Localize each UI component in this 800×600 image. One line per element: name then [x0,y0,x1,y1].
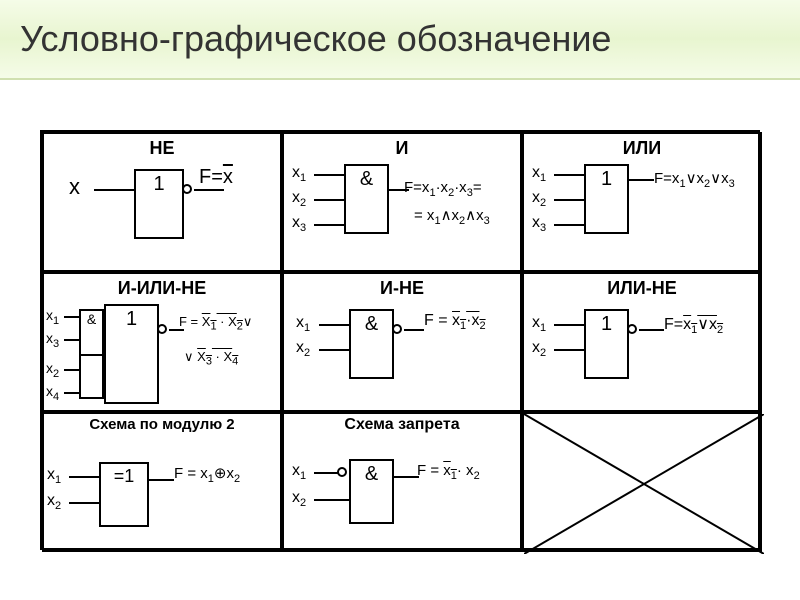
gate-symbol-aon-sub: & [87,311,96,327]
output-or: F=x1∨x2∨x3 [654,169,735,190]
input-and-3: x3 [292,214,306,234]
gate-aon: 1 [104,304,159,404]
gate-nor: 1 [584,309,629,379]
wire [314,224,344,226]
wire [69,476,99,478]
cell-title-inhibit: Схема запрета [342,416,462,434]
wire [554,349,584,351]
wire [554,199,584,201]
wire [314,472,339,474]
wire [554,174,584,176]
wire [554,224,584,226]
input-and-2: x2 [292,189,306,209]
wire [314,174,344,176]
wire [64,316,79,318]
inverter-circle [627,324,637,334]
cell-title-nor: ИЛИ-НЕ [607,278,677,299]
wire [629,179,654,181]
input-nand-2: x2 [296,339,310,359]
inverter-circle [182,184,192,194]
cell-nand: И-НЕ & x1 x2 F = x1·x2 [282,272,522,412]
input-aon-4: x4 [46,383,59,403]
wire [394,476,419,478]
cell-title-and: И [396,138,409,159]
cell-and: И & x1 x2 x3 F=x1·x2·x3= = x1∧x2∧x3 [282,132,522,272]
wire [319,324,349,326]
divider [79,354,104,356]
cell-xor: Схема по модулю 2 =1 x1 x2 F = x1⊕x2 [42,412,282,552]
wire [314,199,344,201]
gate-symbol-nand: & [365,313,378,336]
input-or-2: x2 [532,189,546,209]
gate-symbol-or: 1 [601,168,612,191]
cell-nor: ИЛИ-НЕ 1 x1 x2 F=x1∨x2 [522,272,762,412]
wire [319,349,349,351]
input-xor-1: x1 [47,466,61,486]
cell-title-nand: И-НЕ [380,278,424,299]
cell-title-not: НЕ [149,138,174,159]
input-aon-2: x3 [46,330,59,350]
wire [194,189,224,191]
input-or-1: x1 [532,164,546,184]
page-title: Условно-графическое обозначение [20,18,611,60]
inverter-circle-input [337,467,347,477]
wire [64,369,79,371]
output-not: F=x [199,166,233,189]
inverter-circle [392,324,402,334]
gate-or: 1 [584,164,629,234]
input-xor-2: x2 [47,492,61,512]
wire [69,502,99,504]
cell-title-xor: Схема по модулю 2 [72,416,252,433]
input-nor-1: x1 [532,314,546,334]
wire [64,339,79,341]
gate-symbol-aon: 1 [126,308,137,331]
wire [149,479,174,481]
wire [314,499,349,501]
output-and: F=x1·x2·x3= [404,179,482,199]
cell-title-or: ИЛИ [623,138,662,159]
output-nor: F=x1∨x2 [664,314,723,336]
input-inh-2: x2 [292,489,306,509]
gate-and: & [344,164,389,234]
input-nor-2: x2 [532,339,546,359]
gate-not: 1 [134,169,184,239]
input-aon-3: x2 [46,360,59,380]
cell-or: ИЛИ 1 x1 x2 x3 F=x1∨x2∨x3 [522,132,762,272]
input-aon-1: x1 [46,307,59,327]
wire [404,329,424,331]
input-nand-1: x1 [296,314,310,334]
output-and-2: = x1∧x2∧x3 [414,206,490,227]
input-or-3: x3 [532,214,546,234]
gate-symbol-not: 1 [153,173,164,196]
gate-symbol-inhibit: & [365,463,378,486]
gate-xor: =1 [99,462,149,527]
gate-nand: & [349,309,394,379]
gate-inhibit: & [349,459,394,524]
output-inhibit: F = x1· x2 [417,462,480,482]
input-inh-1: x1 [292,462,306,482]
output-aon-2: ∨ X3 · X4 [184,349,238,368]
input-label-not: x [69,174,80,200]
inverter-circle [157,324,167,334]
output-xor: F = x1⊕x2 [174,464,240,485]
cell-not: НЕ 1 x F=x [42,132,282,272]
cell-empty [522,412,762,552]
cell-inhibit: Схема запрета & x1 x2 F = x1· x2 [282,412,522,552]
gate-symbol-and: & [360,168,373,191]
wire [64,392,79,394]
cell-title-aon: И-ИЛИ-НЕ [118,278,206,299]
output-nand: F = x1·x2 [424,312,486,332]
wire [94,189,134,191]
gate-symbol-xor: =1 [114,466,135,487]
gate-grid: НЕ 1 x F=x И & x1 x2 x3 F=x1·x2·x3= = x1… [40,130,760,550]
input-and-1: x1 [292,164,306,184]
gate-symbol-nor: 1 [601,313,612,336]
wire [639,329,664,331]
wire [554,324,584,326]
output-aon: F = X1 · X2∨ [179,314,252,333]
title-bar: Условно-графическое обозначение [0,0,800,80]
cross-icon [524,414,764,554]
cell-and-or-not: И-ИЛИ-НЕ & 1 x1 x3 x2 x4 F = X1 · X2∨ ∨ … [42,272,282,412]
